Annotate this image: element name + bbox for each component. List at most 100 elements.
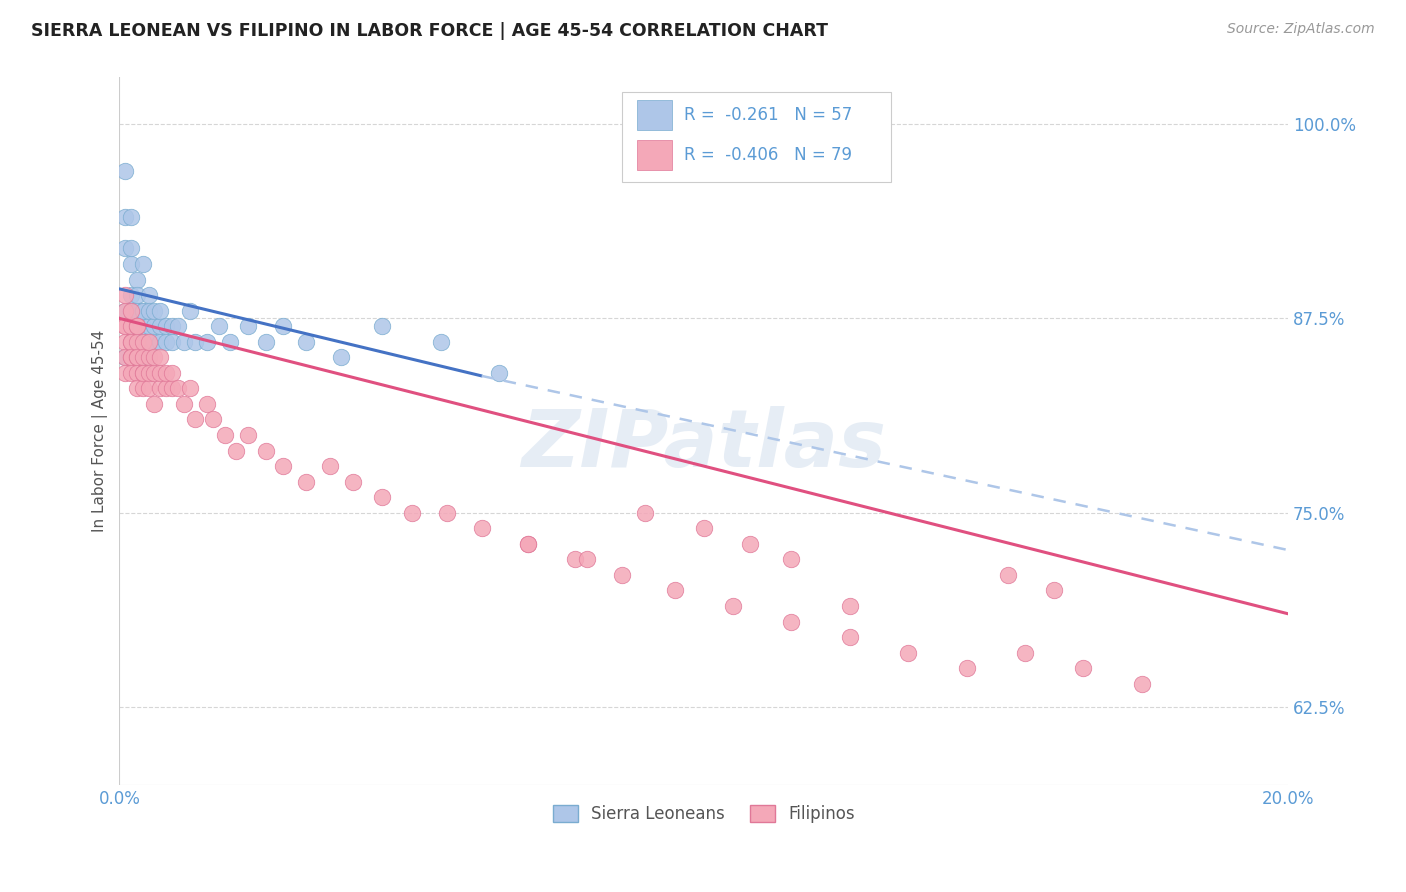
- Point: [125, 351, 148, 365]
- Point: [120, 351, 142, 365]
- Point: [214, 428, 236, 442]
- Point: [114, 334, 136, 349]
- Point: [125, 303, 148, 318]
- Point: [149, 334, 172, 349]
- Point: [564, 552, 586, 566]
- Point: [143, 334, 166, 349]
- Point: [138, 334, 160, 349]
- Point: [1073, 661, 1095, 675]
- Point: [125, 272, 148, 286]
- Point: [125, 366, 148, 380]
- Point: [897, 646, 920, 660]
- Point: [195, 397, 218, 411]
- Point: [664, 583, 686, 598]
- Point: [114, 303, 136, 318]
- Point: [236, 319, 259, 334]
- Point: [167, 319, 190, 334]
- Point: [125, 334, 148, 349]
- Point: [138, 366, 160, 380]
- Point: [143, 366, 166, 380]
- Point: [271, 459, 294, 474]
- Point: [780, 615, 803, 629]
- Point: [517, 537, 540, 551]
- Point: [160, 366, 183, 380]
- Point: [143, 319, 166, 334]
- Point: [271, 319, 294, 334]
- Point: [120, 211, 142, 225]
- Point: [125, 381, 148, 395]
- Point: [132, 334, 155, 349]
- Point: [138, 381, 160, 395]
- Point: [120, 366, 142, 380]
- Point: [160, 334, 183, 349]
- Point: [225, 443, 247, 458]
- Point: [132, 351, 155, 365]
- Point: [956, 661, 979, 675]
- Point: [132, 366, 155, 380]
- Point: [132, 334, 155, 349]
- Point: [160, 381, 183, 395]
- Point: [132, 257, 155, 271]
- Point: [330, 351, 353, 365]
- Point: [143, 351, 166, 365]
- Point: [155, 366, 177, 380]
- Point: [219, 334, 242, 349]
- Point: [132, 319, 155, 334]
- Point: [120, 288, 142, 302]
- Point: [143, 397, 166, 411]
- Point: [125, 319, 148, 334]
- Point: [740, 537, 762, 551]
- Point: [132, 381, 155, 395]
- Point: [120, 319, 142, 334]
- Point: [173, 334, 195, 349]
- Point: [114, 288, 136, 302]
- Point: [138, 334, 160, 349]
- Point: [471, 521, 494, 535]
- Point: [997, 568, 1019, 582]
- Point: [401, 506, 423, 520]
- FancyBboxPatch shape: [637, 100, 672, 129]
- Point: [114, 242, 136, 256]
- Point: [179, 303, 201, 318]
- Point: [120, 319, 142, 334]
- Point: [114, 163, 136, 178]
- Point: [155, 381, 177, 395]
- Point: [125, 319, 148, 334]
- Point: [138, 319, 160, 334]
- Point: [114, 319, 136, 334]
- Point: [125, 319, 148, 334]
- Point: [120, 257, 142, 271]
- Point: [179, 381, 201, 395]
- Point: [610, 568, 633, 582]
- Point: [120, 242, 142, 256]
- Point: [254, 443, 277, 458]
- Point: [114, 319, 136, 334]
- Point: [208, 319, 231, 334]
- Legend: Sierra Leoneans, Filipinos: Sierra Leoneans, Filipinos: [546, 798, 862, 830]
- Point: [149, 303, 172, 318]
- Point: [160, 319, 183, 334]
- Point: [693, 521, 716, 535]
- Point: [1043, 583, 1066, 598]
- Point: [125, 319, 148, 334]
- Text: SIERRA LEONEAN VS FILIPINO IN LABOR FORCE | AGE 45-54 CORRELATION CHART: SIERRA LEONEAN VS FILIPINO IN LABOR FORC…: [31, 22, 828, 40]
- Point: [201, 412, 224, 426]
- Point: [120, 334, 142, 349]
- Point: [138, 288, 160, 302]
- Point: [114, 303, 136, 318]
- Point: [138, 351, 160, 365]
- Point: [838, 599, 860, 613]
- Point: [780, 552, 803, 566]
- Point: [167, 381, 190, 395]
- Text: ZIPatlas: ZIPatlas: [522, 406, 886, 484]
- FancyBboxPatch shape: [621, 92, 890, 182]
- Point: [1014, 646, 1036, 660]
- Point: [120, 303, 142, 318]
- Point: [575, 552, 598, 566]
- Text: R =  -0.261   N = 57: R = -0.261 N = 57: [683, 106, 852, 124]
- Point: [132, 303, 155, 318]
- Point: [1130, 676, 1153, 690]
- Point: [114, 366, 136, 380]
- Point: [120, 351, 142, 365]
- Point: [138, 351, 160, 365]
